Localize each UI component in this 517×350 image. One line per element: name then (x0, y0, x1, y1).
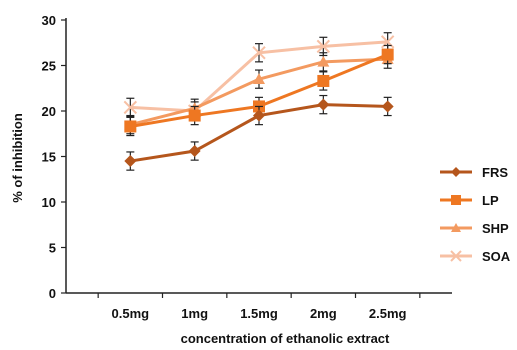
data-point (123, 100, 138, 115)
data-point (252, 46, 266, 60)
x-marker-stroke (316, 39, 331, 54)
x-marker-stroke (450, 250, 462, 262)
y-tick-label: 5 (49, 241, 56, 256)
x-tick-label: 0.5mg (112, 306, 150, 321)
x-tick-label: 2mg (310, 306, 337, 321)
series-frs (124, 94, 394, 171)
series-layer (123, 32, 395, 171)
data-point (253, 73, 265, 84)
data-point (317, 74, 330, 87)
x-marker-stroke (123, 100, 138, 115)
y-tick-label: 30 (42, 13, 56, 28)
x-marker-stroke (252, 46, 266, 60)
data-point (124, 120, 137, 133)
data-point (188, 109, 201, 122)
y-tick-label: 25 (42, 59, 56, 74)
legend-marker (451, 195, 461, 205)
legend-label: FRS (482, 165, 508, 180)
x-tick-label: 1.5mg (240, 306, 278, 321)
data-point (253, 109, 265, 122)
legend-item-lp: LP (440, 193, 499, 208)
x-axis-title: concentration of ethanolic extract (181, 331, 390, 346)
series-soa (123, 32, 395, 121)
legend-marker (451, 223, 461, 232)
data-point (317, 98, 330, 111)
legend-label: LP (482, 193, 499, 208)
y-tick-label: 20 (42, 104, 56, 119)
data-point (381, 100, 394, 113)
legend: FRS LP SHP SOA (440, 165, 511, 264)
data-point (188, 145, 201, 158)
y-axis-title: % of inhibition (10, 113, 25, 203)
y-axis: 0 5 10 15 20 25 30 (42, 13, 67, 301)
data-point (381, 48, 394, 61)
legend-label: SHP (482, 221, 509, 236)
data-point (124, 155, 137, 168)
x-axis: 0.5mg 1mg 1.5mg 2mg 2.5mg (66, 292, 452, 321)
x-tick-label: 2.5mg (369, 306, 407, 321)
y-tick-label: 0 (49, 286, 56, 301)
x-tick-label: 1mg (181, 306, 208, 321)
data-point (316, 39, 331, 54)
legend-item-shp: SHP (440, 221, 509, 236)
legend-label: SOA (482, 249, 511, 264)
legend-item-soa: SOA (440, 249, 511, 264)
y-tick-label: 10 (42, 195, 56, 210)
legend-marker (451, 167, 461, 177)
y-tick-label: 15 (42, 150, 56, 165)
legend-marker (450, 250, 462, 262)
legend-item-frs: FRS (440, 165, 508, 180)
data-point (317, 55, 330, 67)
